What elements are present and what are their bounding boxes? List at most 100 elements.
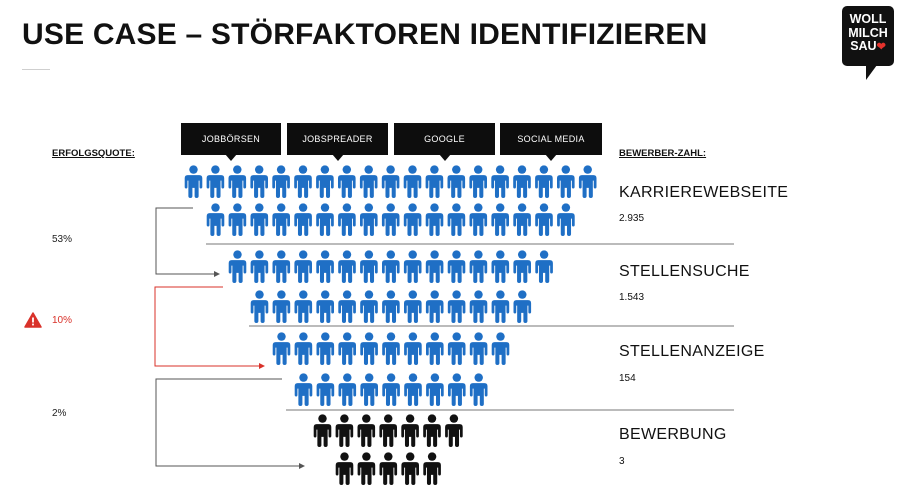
person-icon: [404, 290, 422, 323]
person-icon: [426, 332, 444, 365]
person-icon: [382, 332, 400, 365]
person-icon: [513, 250, 531, 283]
applicant-count-heading: BEWERBER-ZAHL:: [619, 148, 707, 159]
person-icon: [469, 165, 487, 198]
person-icon: [445, 414, 463, 447]
person-icon: [316, 332, 335, 365]
channel-google: GOOGLE: [394, 123, 495, 161]
person-icon: [316, 250, 334, 283]
person-icon: [316, 373, 335, 406]
person-icon: [272, 250, 291, 283]
person-icon: [357, 452, 376, 485]
person-icon: [294, 165, 312, 198]
person-icon: [447, 332, 466, 365]
person-icon: [272, 332, 291, 365]
connector-arrow-2: [154, 286, 265, 369]
person-icon: [469, 290, 488, 323]
person-icon: [447, 250, 466, 283]
person-icon: [381, 165, 400, 198]
person-icon: [379, 414, 397, 447]
channel-jobboersen: JOBBÖRSEN: [181, 123, 281, 161]
person-icon: [250, 290, 269, 323]
person-icon: [448, 373, 466, 406]
person-icon: [403, 250, 422, 283]
success-rate-heading: ERFOLGSQUOTE:: [52, 148, 135, 159]
person-icon: [294, 373, 313, 406]
person-icon: [272, 203, 290, 236]
person-icon: [206, 165, 225, 198]
person-icon: [316, 165, 334, 198]
person-icon: [316, 203, 334, 236]
stage-label-stellensuche: STELLENSUCHE: [619, 263, 750, 280]
person-icon: [338, 203, 356, 236]
person-icon: [491, 250, 510, 283]
person-icon: [557, 165, 575, 198]
person-icon: [425, 250, 444, 283]
connector-arrow-3: [155, 378, 305, 469]
person-icon: [513, 165, 531, 198]
person-icon: [272, 165, 290, 198]
logo-line-3: SAU❤: [850, 39, 886, 53]
heart-icon: ❤: [876, 41, 886, 53]
person-icon: [228, 250, 247, 283]
person-icon: [557, 203, 575, 236]
person-icon: [335, 414, 354, 447]
person-icon: [578, 165, 597, 198]
logo-line-2: MILCH: [848, 25, 888, 40]
person-icon: [423, 452, 441, 485]
person-icon: [313, 414, 332, 447]
person-icon: [228, 165, 247, 198]
person-icon: [379, 452, 398, 485]
person-icon: [469, 250, 488, 283]
person-icon: [294, 250, 312, 283]
person-icon: [294, 203, 312, 236]
person-icon: [469, 203, 488, 236]
channel-jobspreader: JOBSPREADER: [287, 123, 388, 161]
person-icon: [360, 290, 378, 323]
person-icon: [491, 332, 510, 365]
person-icon: [447, 290, 466, 323]
person-icon: [357, 414, 376, 447]
person-icon: [423, 414, 441, 447]
person-icon: [316, 290, 334, 323]
person-icon: [382, 373, 400, 406]
person-icon: [294, 290, 313, 323]
person-icon: [469, 332, 488, 365]
person-icon: [250, 165, 268, 198]
stage-count-bewerbung: 3: [619, 456, 625, 467]
stage-count-karrierewebseite: 2.935: [619, 213, 645, 224]
person-icon: [425, 290, 444, 323]
person-icon: [382, 250, 400, 283]
person-icon: [360, 373, 378, 406]
person-icon: [359, 165, 378, 198]
person-icon: [513, 203, 531, 236]
person-icon: [382, 290, 400, 323]
person-icon: [513, 290, 532, 323]
person-icon: [425, 165, 444, 198]
person-icon: [447, 165, 466, 198]
person-icon: [404, 373, 422, 406]
person-icon: [491, 165, 509, 198]
channel-social-media: SOCIAL MEDIA: [500, 123, 602, 161]
person-icon: [491, 290, 510, 323]
person-icon: [335, 452, 354, 485]
person-icon: [338, 332, 356, 365]
person-icon: [250, 250, 269, 283]
person-icon: [447, 203, 466, 236]
rate-3: 2%: [52, 408, 67, 419]
rate-2: 10%: [52, 315, 73, 326]
page-title: USE CASE – STÖRFAKTOREN IDENTIFIZIEREN: [22, 18, 708, 51]
logo-line-1: WOLL: [849, 12, 887, 26]
brand-logo: WOLL MILCH SAU❤: [842, 6, 894, 80]
person-icon: [404, 332, 422, 365]
person-icon: [206, 203, 225, 236]
warning-triangle-icon: [24, 312, 42, 328]
stage-label-bewerbung: BEWERBUNG: [619, 426, 727, 443]
person-icon: [426, 373, 444, 406]
person-icon: [469, 373, 488, 406]
person-icon: [360, 332, 378, 365]
person-icon: [184, 165, 203, 198]
person-icon: [228, 203, 247, 236]
person-icon: [360, 203, 378, 236]
